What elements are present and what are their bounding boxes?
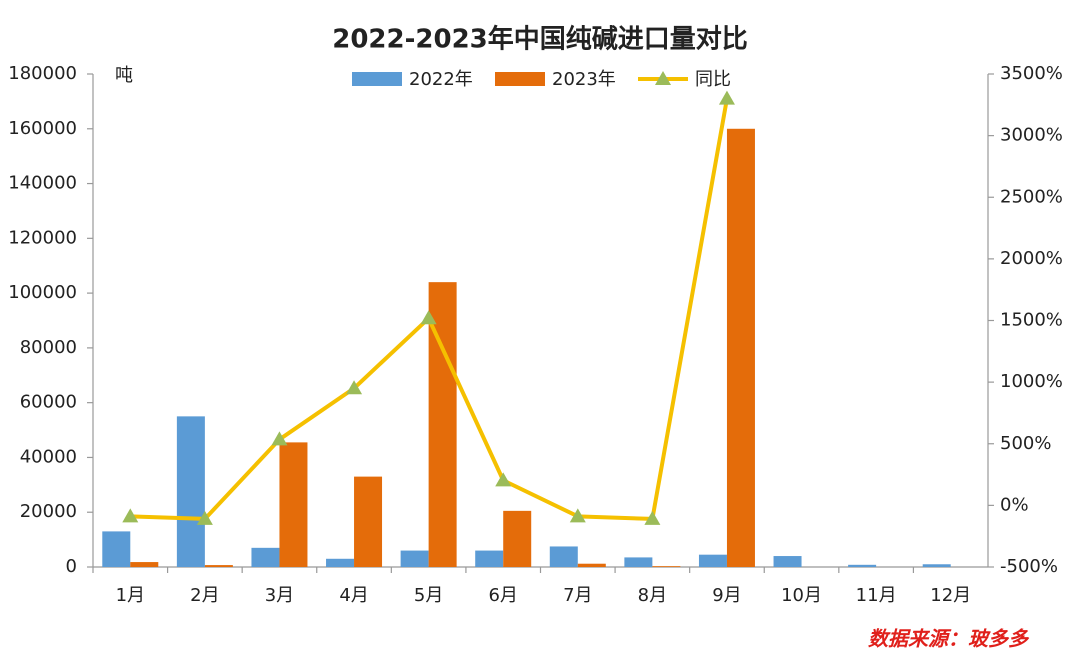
x-tick-label: 9月 <box>712 585 741 606</box>
bar <box>475 550 504 567</box>
y2-tick-label: 2500% <box>1000 186 1063 207</box>
x-tick-label: 6月 <box>488 585 517 606</box>
marker <box>271 431 288 446</box>
y-tick-label: 80000 <box>20 337 77 358</box>
x-tick-label: 5月 <box>414 585 443 606</box>
bar <box>698 554 727 567</box>
x-tick-label: 1月 <box>116 585 145 606</box>
source-note: 数据来源：玻多多 <box>868 627 1030 651</box>
y2-tick-label: 1000% <box>1000 371 1063 392</box>
bar <box>577 563 606 567</box>
y-tick-label: 140000 <box>8 173 77 194</box>
x-tick-label: 3月 <box>265 585 294 606</box>
y2-tick-label: 3000% <box>1000 125 1063 146</box>
y-tick-label: 160000 <box>8 118 77 139</box>
marker <box>196 510 213 525</box>
legend-label: 2023年 <box>552 69 616 90</box>
bar <box>726 128 755 567</box>
bar <box>624 557 653 567</box>
y2-tick-label: 1500% <box>1000 310 1063 331</box>
y2-tick-label: 0% <box>1000 494 1029 515</box>
bar <box>503 510 532 567</box>
y-tick-label: 180000 <box>8 63 77 84</box>
x-tick-label: 12月 <box>930 585 971 606</box>
bar <box>400 550 429 567</box>
y2-tick-label: 3500% <box>1000 63 1063 84</box>
x-tick-label: 2月 <box>190 585 219 606</box>
y2-tick-label: 2000% <box>1000 248 1063 269</box>
marker <box>346 380 363 395</box>
bar <box>354 476 383 567</box>
legend-swatch <box>495 72 545 86</box>
x-tick-label: 4月 <box>339 585 368 606</box>
bar <box>326 558 355 567</box>
y-tick-label: 20000 <box>20 501 77 522</box>
bar <box>251 547 280 567</box>
bar <box>652 566 681 567</box>
x-tick-label: 7月 <box>563 585 592 606</box>
y-tick-label: 0 <box>66 556 77 577</box>
legend-marker <box>655 71 671 85</box>
marker <box>644 510 661 525</box>
chart-title: 2022-2023年中国纯碱进口量对比 <box>332 24 748 55</box>
x-tick-label: 11月 <box>856 585 897 606</box>
legend-label: 2022年 <box>409 69 473 90</box>
bar <box>549 546 578 567</box>
x-tick-label: 8月 <box>638 585 667 606</box>
bar <box>922 564 951 567</box>
y2-tick-label: 500% <box>1000 433 1051 454</box>
bar <box>204 565 233 567</box>
marker <box>569 508 586 523</box>
y-tick-label: 40000 <box>20 446 77 467</box>
x-tick-label: 10月 <box>781 585 822 606</box>
marker <box>495 472 512 487</box>
legend-label: 同比 <box>695 69 731 90</box>
bar <box>102 531 131 567</box>
marker <box>420 310 437 325</box>
bar <box>279 442 308 567</box>
marker <box>122 508 139 523</box>
bar <box>130 562 159 567</box>
bar <box>848 564 877 567</box>
y2-tick-label: -500% <box>1000 556 1058 577</box>
y-tick-label: 100000 <box>8 282 77 303</box>
y-tick-label: 60000 <box>20 392 77 413</box>
bar <box>176 416 205 567</box>
y-tick-label: 120000 <box>8 227 77 248</box>
y-unit: 吨 <box>115 65 133 86</box>
legend-swatch <box>352 72 402 86</box>
bar <box>773 556 802 567</box>
marker <box>718 90 735 105</box>
